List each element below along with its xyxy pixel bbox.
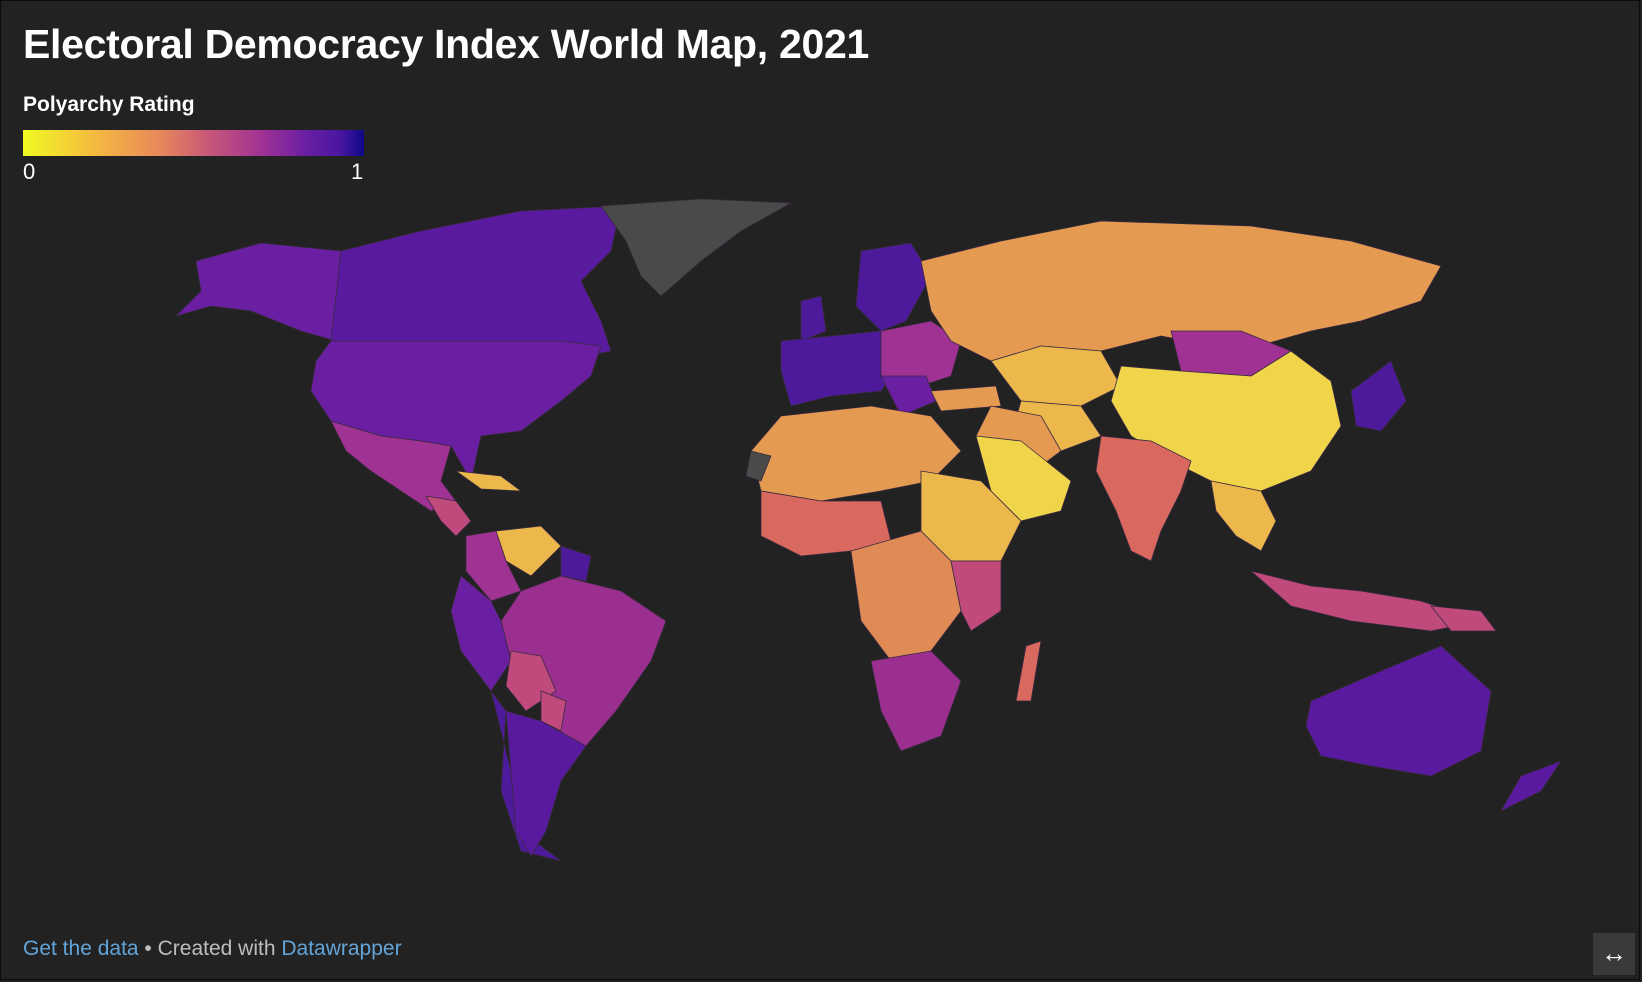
country-madagascar[interactable] <box>1015 640 1042 702</box>
legend-color-bar <box>23 130 364 156</box>
datawrapper-link[interactable]: Datawrapper <box>281 937 402 960</box>
country-papua-new-guinea[interactable] <box>1430 605 1497 632</box>
country-turkey[interactable] <box>930 385 1002 412</box>
country-western-sahara[interactable] <box>745 450 772 482</box>
country-russia[interactable] <box>920 220 1442 362</box>
country-usa[interactable] <box>310 340 602 482</box>
legend-max-label: 1 <box>351 159 364 184</box>
country-guyana[interactable] <box>560 545 592 582</box>
country-kazakhstan[interactable] <box>990 345 1122 407</box>
map-title: Electoral Democracy Index World Map, 202… <box>23 21 869 67</box>
country-india[interactable] <box>1095 435 1192 562</box>
country-new-zealand[interactable] <box>1500 760 1562 812</box>
country-southern-africa[interactable] <box>870 650 962 752</box>
get-data-link[interactable]: Get the data <box>23 937 139 960</box>
legend-min-label: 0 <box>23 159 36 184</box>
country-peru[interactable] <box>450 575 512 692</box>
expand-icon[interactable]: ↔ <box>1593 933 1635 975</box>
country-australia[interactable] <box>1305 645 1492 777</box>
country-southeast-asia[interactable] <box>1210 480 1277 552</box>
country-canada[interactable] <box>330 205 622 362</box>
country-alaska[interactable] <box>175 242 342 342</box>
footer-separator: • Created with <box>138 937 282 960</box>
country-scandinavia[interactable] <box>855 242 932 332</box>
country-argentina[interactable] <box>505 710 587 857</box>
country-korea-japan[interactable] <box>1350 360 1407 432</box>
country-greenland[interactable] <box>600 198 792 297</box>
country-cuba[interactable] <box>455 470 522 492</box>
footer: Get the data • Created with Datawrapper <box>23 937 402 961</box>
country-western-europe[interactable] <box>780 330 907 407</box>
legend-title: Polyarchy Rating <box>23 93 195 116</box>
country-paraguay[interactable] <box>540 690 567 732</box>
country-central-america[interactable] <box>425 495 472 537</box>
country-uk[interactable] <box>800 295 827 342</box>
country-east-africa[interactable] <box>950 560 1002 632</box>
world-map[interactable] <box>1 191 1642 911</box>
country-central-africa[interactable] <box>850 530 962 662</box>
